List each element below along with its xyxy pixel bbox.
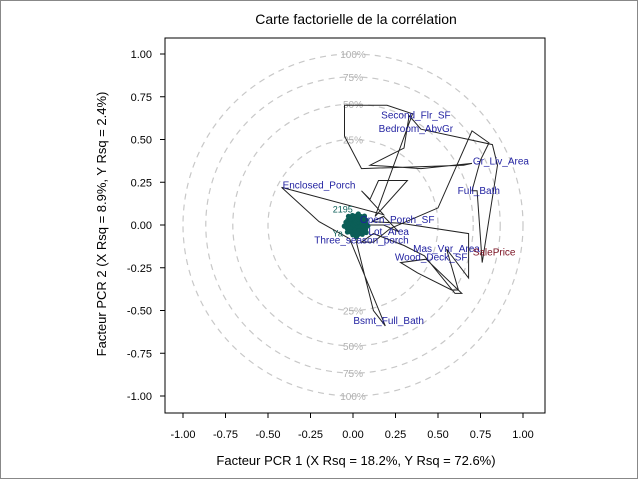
- circle-label-bottom: 25%: [343, 307, 363, 318]
- x-tick-label: -1.00: [170, 429, 195, 441]
- cluster-point: [363, 217, 369, 223]
- reference-circle: [267, 138, 439, 312]
- cluster-point: [343, 219, 349, 225]
- reference-circle: [205, 76, 501, 374]
- x-tick-label: -0.50: [255, 429, 280, 441]
- cluster-point: [361, 213, 368, 219]
- point-label: Second_Flr_SF: [381, 111, 450, 122]
- circle-label-bottom: 100%: [340, 392, 366, 403]
- cluster-point: [344, 229, 351, 235]
- point-label: Bedroom_AbvGr: [379, 124, 454, 135]
- x-tick-label: 1.00: [512, 429, 533, 441]
- circle-label-top: 25%: [343, 136, 363, 147]
- cluster-point: [359, 231, 365, 237]
- cluster-point: [353, 234, 360, 240]
- chart-title: Carte factorielle de la corrélation: [255, 11, 457, 27]
- y-axis-label: Facteur PCR 2 (X Rsq = 8.9%, Y Rsq = 2.4…: [94, 92, 109, 357]
- x-tick-label: 0.00: [342, 429, 363, 441]
- x-tick-label: 0.50: [427, 429, 448, 441]
- cluster-label: 27: [345, 217, 355, 227]
- y-tick-label: 0.75: [131, 92, 152, 104]
- point-label: Wood_Deck_SF: [395, 252, 468, 263]
- reference-circle: [182, 53, 524, 397]
- point-label: Open_Porch_SF: [360, 215, 435, 226]
- y-tick-label: 0.50: [131, 135, 152, 147]
- y-tick-label: 0.25: [131, 177, 152, 189]
- circle-label-top: 100%: [340, 50, 366, 61]
- cluster-point: [365, 223, 371, 229]
- circle-label-top: 75%: [343, 73, 363, 84]
- reference-circle: [232, 103, 474, 347]
- point-label: SalePrice: [473, 247, 516, 258]
- y-tick-label: -1.00: [127, 391, 152, 403]
- cluster-point: [341, 223, 347, 229]
- cluster-point: [349, 212, 356, 219]
- y-tick-label: -0.50: [127, 306, 152, 318]
- point-cluster: [341, 211, 371, 240]
- x-tick-label: -0.75: [213, 429, 238, 441]
- point-label: Enclosed_Porch: [283, 181, 356, 192]
- point-label: Gr_Liv_Area: [473, 157, 530, 168]
- x-tick-label: 0.75: [470, 429, 491, 441]
- circle-label-bottom: 75%: [343, 369, 363, 380]
- x-axis-ticks: -1.00 -0.75 -0.50 -0.25 0.00 0.25 0.50 0.75 1.00: [170, 413, 534, 441]
- x-tick-label: -0.25: [298, 429, 323, 441]
- circle-label-bottom: 50%: [343, 342, 363, 353]
- cluster-label: 2195: [333, 205, 353, 215]
- x-axis-label: Facteur PCR 1 (X Rsq = 18.2%, Y Rsq = 72…: [216, 453, 495, 468]
- y-tick-label: 0.00: [131, 220, 152, 232]
- point-label: Full_Bath: [458, 186, 500, 197]
- x-tick-label: 0.25: [385, 429, 406, 441]
- cluster-label: Ya: [333, 229, 343, 239]
- y-tick-label: -0.75: [127, 348, 152, 360]
- point-label: Bsmt_Full_Bath: [353, 316, 424, 327]
- y-tick-label: -0.25: [127, 263, 152, 275]
- y-axis-ticks: 1.00 0.75 0.50 0.25 0.00 -0.25 -0.50 -0.75 -1.00: [127, 49, 165, 403]
- trace-lines: [281, 104, 499, 327]
- cluster-point: [363, 229, 369, 236]
- trace-line: [281, 104, 499, 327]
- cluster-point: [345, 213, 352, 219]
- point-label: Three_season_porch: [314, 235, 409, 246]
- point-label: Mas_Vnr_Area: [413, 244, 480, 255]
- y-tick-label: 1.00: [131, 49, 152, 61]
- cluster-point: [355, 211, 361, 217]
- point-labels: Second_Flr_SF Bedroom_AbvGr Gr_Liv_Area Enc…: [283, 111, 530, 327]
- point-label: Lot_Area: [368, 227, 409, 238]
